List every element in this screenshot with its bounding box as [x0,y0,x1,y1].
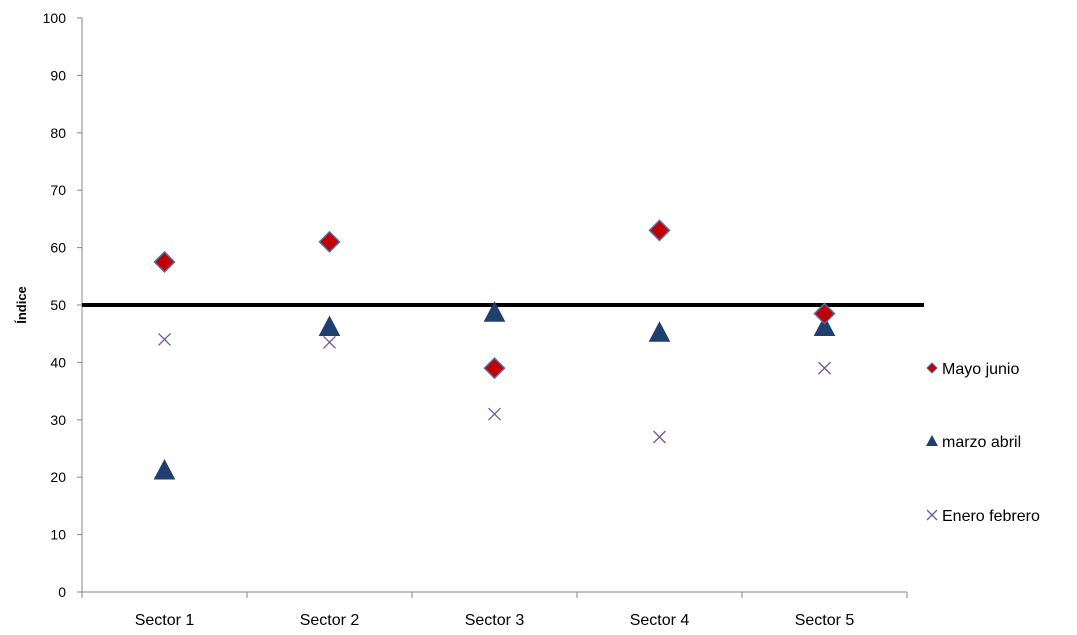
data-point-triangle [483,301,506,322]
data-point-triangle [153,458,176,480]
legend-marker-diamond [926,362,938,374]
data-point-diamond [318,230,341,253]
data-point-x [653,430,666,444]
y-tick-label: 40 [50,354,66,370]
x-tick-label: Sector 2 [300,612,360,629]
y-tick-label: 60 [50,240,66,256]
data-point-x [158,332,171,346]
x-tick-label: Sector 1 [135,612,195,629]
y-tick-label: 100 [43,10,67,26]
y-tick-label: 90 [50,67,66,83]
data-point-diamond [648,219,671,242]
y-tick-label: 80 [50,125,66,141]
data-point-triangle [648,321,671,342]
legend-label: marzo abril [942,434,1021,451]
legend-marker-x [926,509,938,521]
y-tick-label: 30 [50,412,66,428]
data-point-x [488,407,501,421]
x-tick-label: Sector 3 [465,612,525,629]
y-tick-label: 70 [50,182,66,198]
x-tick-label: Sector 4 [630,612,690,629]
data-point-triangle [813,315,836,337]
y-tick-label: 10 [50,527,66,543]
legend-label: Mayo junio [942,361,1019,378]
x-tick-label: Sector 5 [795,612,855,629]
legend-label: Enero febrero [942,508,1040,525]
y-tick-label: 50 [50,297,66,313]
data-point-diamond [813,302,836,325]
legend-marker-triangle [926,435,938,446]
y-tick-label: 20 [50,469,66,485]
data-point-x [323,335,336,349]
data-point-triangle [318,315,341,337]
y-axis-label: Índice [14,286,29,324]
data-point-diamond [153,250,176,274]
data-point-diamond [483,357,506,380]
data-point-x [818,361,831,375]
y-tick-label: 0 [58,584,66,600]
